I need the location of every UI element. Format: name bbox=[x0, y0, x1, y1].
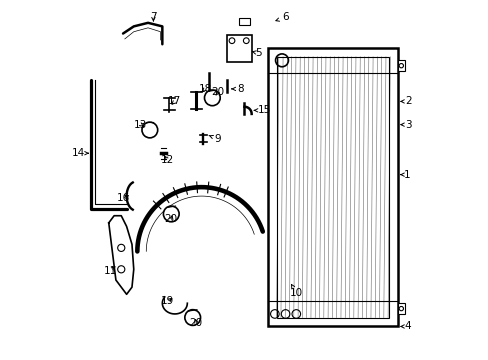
Text: 20: 20 bbox=[211, 87, 224, 98]
Bar bbox=[239, 18, 249, 24]
Bar bbox=[276, 57, 388, 318]
Text: 12: 12 bbox=[161, 156, 174, 165]
Circle shape bbox=[184, 310, 200, 325]
Text: 20: 20 bbox=[189, 318, 203, 328]
Text: 13: 13 bbox=[134, 120, 147, 130]
Text: 19: 19 bbox=[161, 296, 174, 306]
Text: 8: 8 bbox=[231, 84, 244, 94]
Text: 20: 20 bbox=[164, 214, 178, 224]
Circle shape bbox=[204, 90, 220, 106]
Text: 4: 4 bbox=[400, 321, 410, 332]
Bar bbox=[397, 60, 404, 71]
Text: 5: 5 bbox=[252, 48, 262, 58]
Text: 6: 6 bbox=[275, 13, 288, 22]
Text: 3: 3 bbox=[400, 120, 410, 130]
Text: 18: 18 bbox=[198, 84, 211, 94]
Circle shape bbox=[163, 206, 179, 222]
Bar bbox=[226, 35, 251, 62]
Text: 17: 17 bbox=[168, 96, 181, 107]
Text: 7: 7 bbox=[150, 13, 156, 22]
Text: 15: 15 bbox=[254, 105, 270, 115]
Text: 10: 10 bbox=[289, 284, 302, 297]
Text: 2: 2 bbox=[400, 96, 410, 107]
Text: 14: 14 bbox=[72, 148, 88, 158]
Text: 11: 11 bbox=[104, 266, 117, 276]
Text: 16: 16 bbox=[116, 193, 129, 203]
Bar bbox=[267, 48, 397, 327]
Text: 9: 9 bbox=[208, 134, 221, 144]
Bar bbox=[397, 303, 404, 314]
Text: 1: 1 bbox=[400, 170, 409, 180]
